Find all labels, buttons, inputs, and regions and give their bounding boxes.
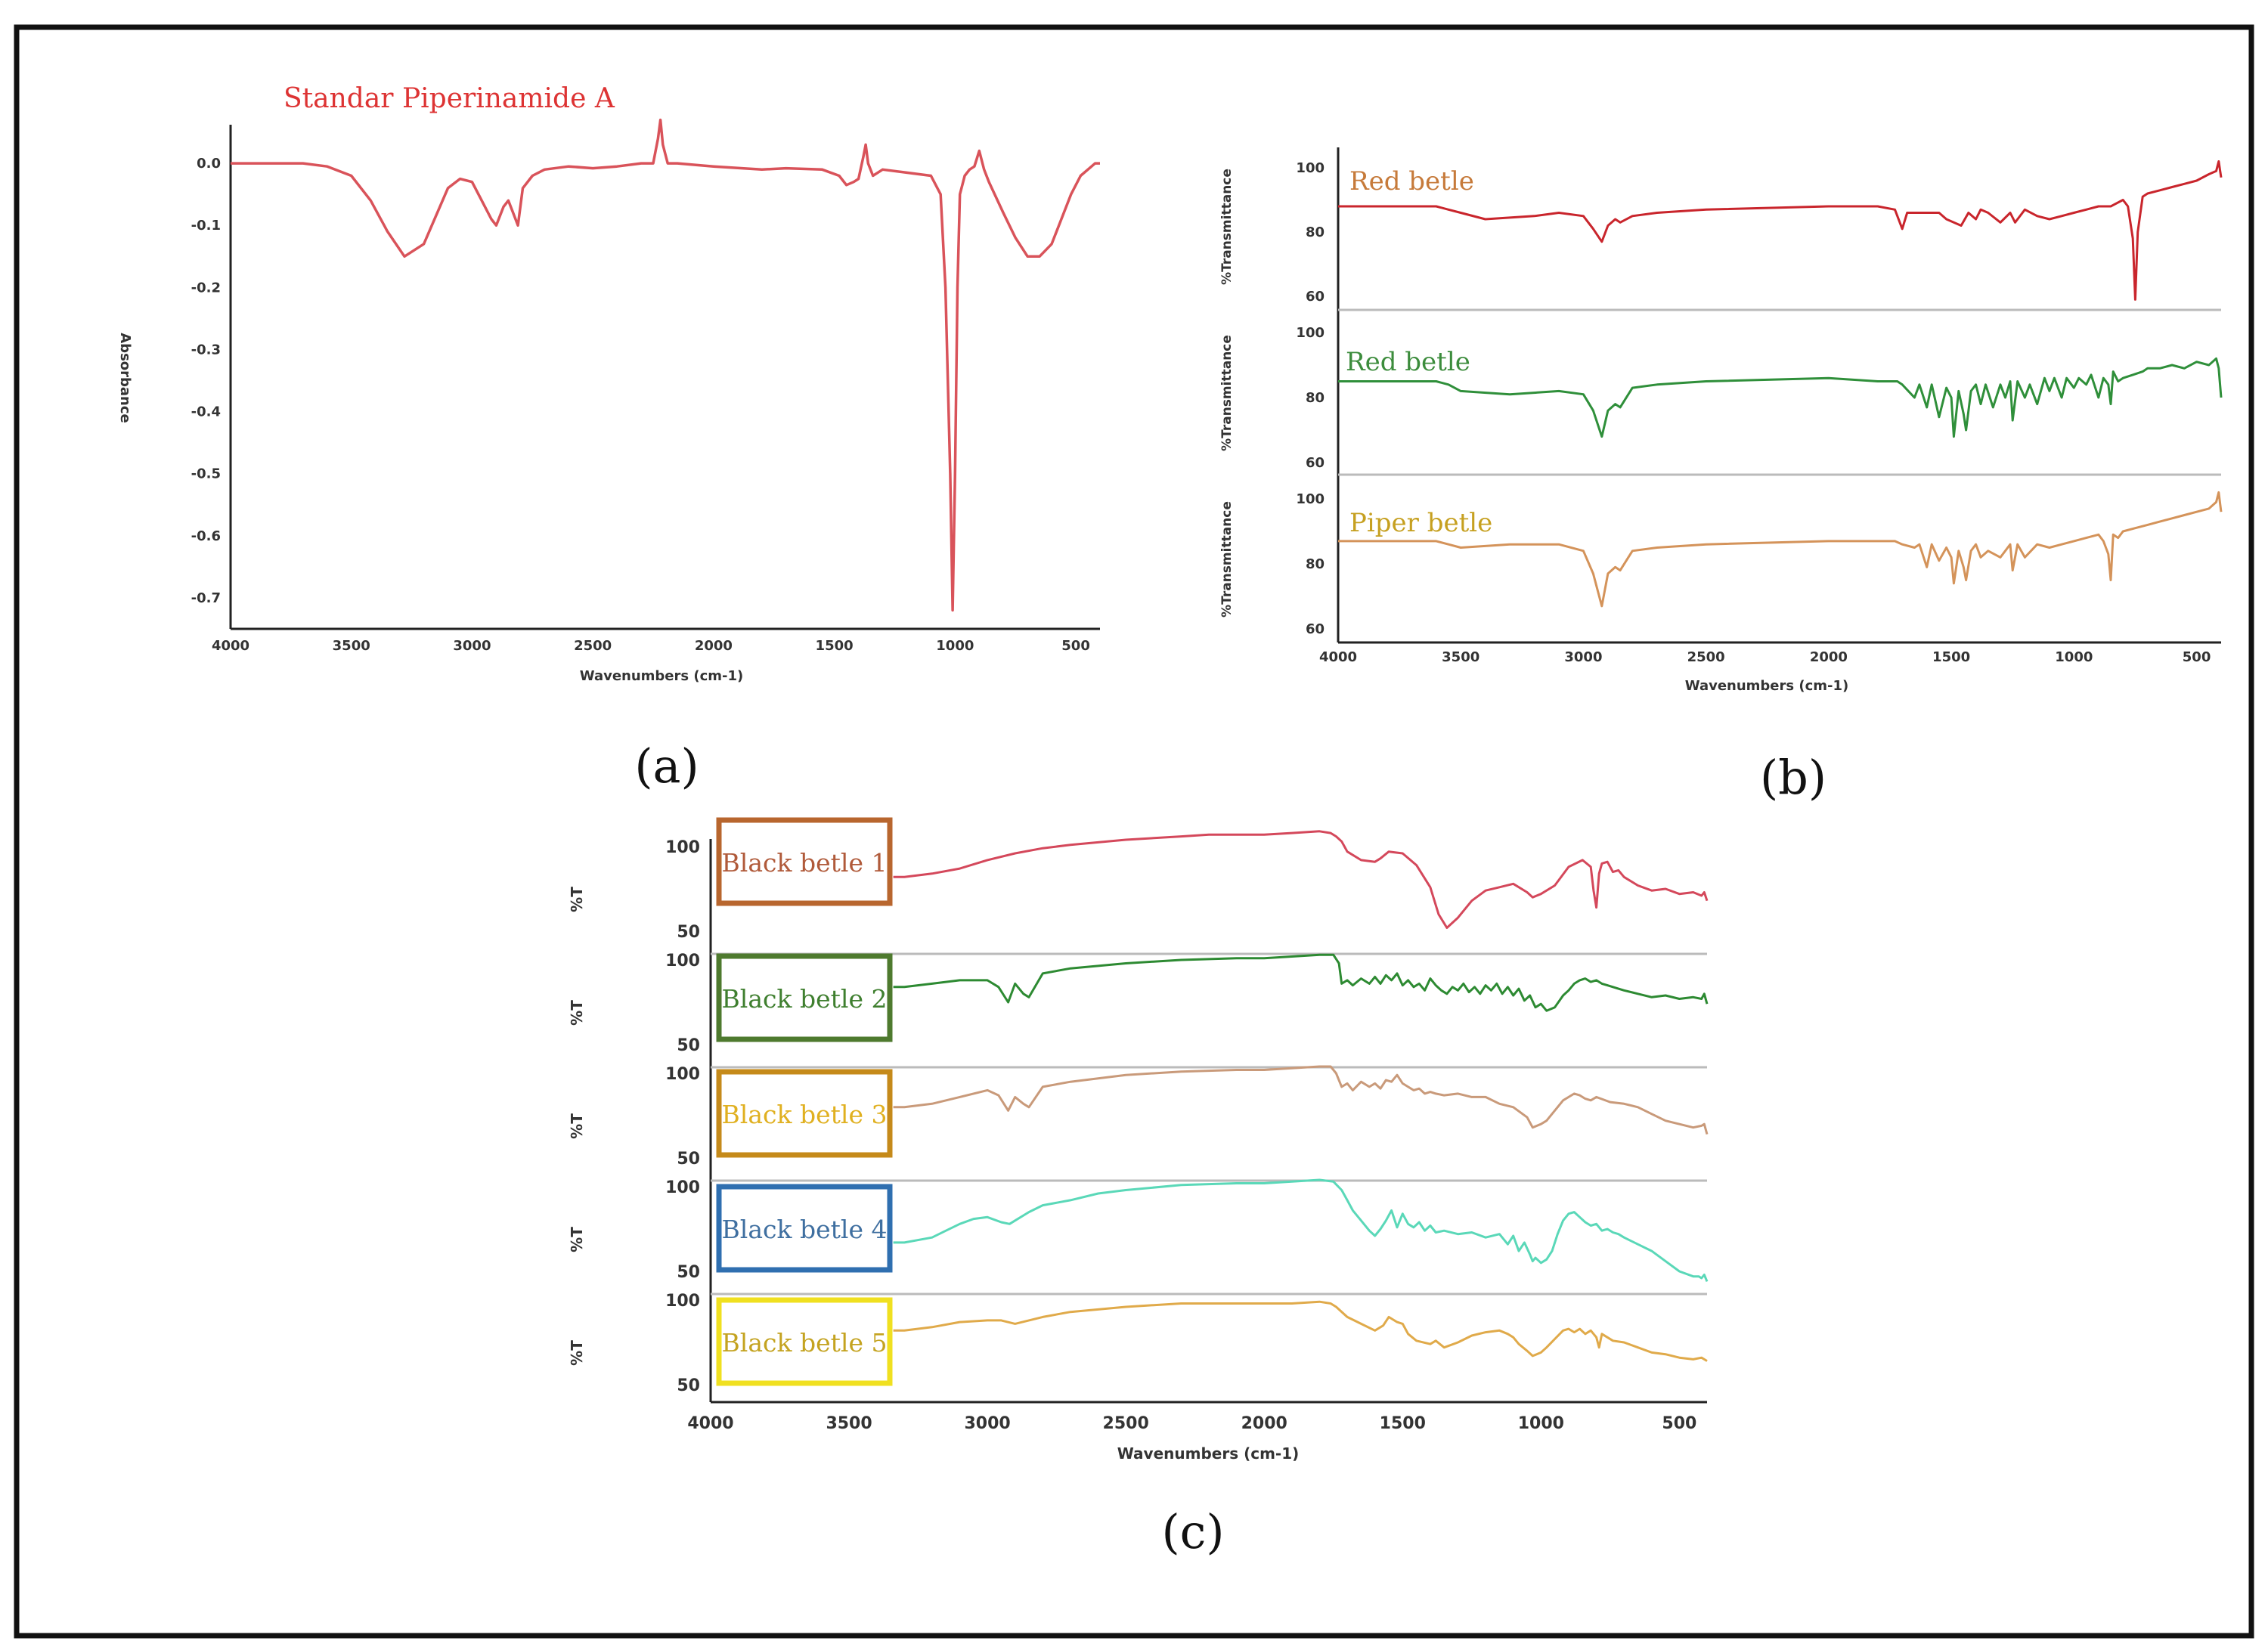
panel-c-series-label-2: Black betle 2	[722, 984, 888, 1014]
panel-c-sub4-ytick-0: 100	[665, 1178, 700, 1197]
panel-b-series-label-2: Red betle	[1346, 347, 1470, 377]
panel-c-series-line-3	[893, 1178, 1709, 1282]
panel-a-xtick-6: 1000	[936, 638, 974, 654]
panel-c-xtick-2: 3000	[964, 1414, 1010, 1433]
panel-a-ytick-3: -0.3	[191, 342, 221, 358]
panel-c-xtick-6: 1000	[1518, 1414, 1564, 1433]
panel-c-sub3-ytick-0: 100	[665, 1065, 700, 1084]
panel-b-xtick-4: 2000	[1810, 649, 1848, 665]
panel-c-sub2-ytick-1: 50	[677, 1036, 700, 1055]
panel-a-title: Standar Piperinamide A	[284, 83, 615, 114]
figure-frame	[14, 24, 2254, 1639]
panel-c-label-box-3	[716, 1069, 893, 1158]
panel-b-caption: (b)	[1760, 750, 1826, 805]
panel-a-series-line-0	[231, 118, 1100, 612]
panel-c-series-label-5: Black betle 5	[722, 1328, 888, 1358]
panel-a-xlabel: Wavenumbers (cm-1)	[580, 668, 744, 684]
panel-c-sub5-ytick-0: 100	[665, 1292, 700, 1311]
panel-c-caption: (c)	[1161, 1504, 1224, 1559]
panel-c-sub1-ytick-0: 100	[665, 838, 700, 857]
panel-a-ytick-5: -0.5	[191, 466, 221, 482]
panel-b-xtick-6: 1000	[2055, 649, 2093, 665]
panel-b-sub3-ytick-2: 60	[1306, 621, 1325, 637]
panel-c-label-box-4	[716, 1184, 893, 1273]
panel-b-series-label-3: Piper betle	[1349, 508, 1492, 538]
panel-b-ylabel-2: %Transmittance	[1219, 335, 1235, 451]
panel-b-sub2-ytick-0: 100	[1296, 325, 1325, 341]
panel-c-label-box-2	[716, 953, 893, 1042]
panel-a-ytick-0: 0.0	[197, 156, 221, 172]
panel-b-series-line-2	[1338, 491, 2223, 608]
panel-b-series-line-1	[1338, 357, 2223, 438]
panel-a-xtick-2: 3000	[453, 638, 491, 654]
panel-c-series-line-2	[893, 1065, 1709, 1135]
panel-b-xtick-3: 2500	[1687, 649, 1725, 665]
panel-a-xtick-3: 2500	[574, 638, 612, 654]
panel-c-series-label-4: Black betle 4	[722, 1215, 888, 1244]
panel-c-series-label-3: Black betle 3	[722, 1100, 888, 1129]
panel-c-label-box-1	[716, 817, 893, 906]
panel-c-ylabel-5: %T	[568, 1340, 586, 1366]
panel-c-ylabel-1: %T	[568, 887, 586, 912]
panel-b: Red betle Red betle Piper betle %Transmi…	[1219, 147, 2223, 805]
panel-a-ylabel: Absorbance	[117, 333, 133, 423]
panel-c-label-box-5	[716, 1297, 893, 1386]
panel-c-series-label-1: Black betle 1	[722, 848, 888, 878]
panel-a-ytick-1: -0.1	[191, 218, 221, 234]
panel-b-xtick-2: 3000	[1564, 649, 1602, 665]
panel-c-series-line-1	[893, 953, 1709, 1012]
panel-b-sub1-ytick-2: 60	[1306, 289, 1325, 305]
panel-c-ylabel-2: %T	[568, 1000, 586, 1026]
panel-a-xtick-5: 1500	[816, 638, 854, 654]
panel-c-xtick-5: 1500	[1380, 1414, 1426, 1433]
panel-c-sub5-ytick-1: 50	[677, 1376, 700, 1395]
panel-a-ytick-6: -0.6	[191, 528, 221, 544]
panel-b-ylabel-1: %Transmittance	[1219, 169, 1235, 285]
panel-a-xtick-0: 4000	[212, 638, 249, 654]
panel-c-xtick-3: 2500	[1103, 1414, 1149, 1433]
panel-a-caption: (a)	[634, 738, 699, 794]
panel-c-series-line-4	[893, 1300, 1708, 1362]
panel-b-sub3-ytick-1: 80	[1306, 556, 1325, 572]
panel-b-sub2-ytick-1: 80	[1306, 390, 1325, 406]
panel-a-xtick-7: 500	[1061, 638, 1090, 654]
panel-c-sub4-ytick-1: 50	[677, 1263, 700, 1282]
panel-b-ylabel-3: %Transmittance	[1219, 501, 1235, 618]
panel-b-series-label-1: Red betle	[1349, 166, 1474, 197]
panel-b-sub1-ytick-1: 80	[1306, 224, 1325, 240]
panel-c-xtick-0: 4000	[687, 1414, 733, 1433]
panel-b-xtick-0: 4000	[1319, 649, 1357, 665]
panel-a-ytick-2: -0.2	[191, 280, 221, 296]
panel-a-xtick-4: 2000	[695, 638, 733, 654]
panel-c-xtick-7: 500	[1662, 1414, 1696, 1433]
panel-b-series-line-0	[1338, 160, 2223, 301]
panel-b-xlabel: Wavenumbers (cm-1)	[1685, 678, 1849, 694]
panel-c-xlabel: Wavenumbers (cm-1)	[1117, 1444, 1300, 1463]
panel-a-ytick-7: -0.7	[191, 590, 221, 606]
panel-b-xtick-7: 500	[2183, 649, 2211, 665]
panel-c: %T %T %T %T %T Wavenumbers (cm-1) (c) 10…	[568, 817, 1709, 1559]
panel-a-ytick-4: -0.4	[191, 404, 221, 420]
panel-b-xtick-1: 3500	[1442, 649, 1479, 665]
panel-c-xtick-1: 3500	[826, 1414, 872, 1433]
panel-b-sub2-ytick-2: 60	[1306, 455, 1325, 471]
panel-c-sub2-ytick-0: 100	[665, 952, 700, 971]
panel-b-sub1-ytick-0: 100	[1296, 160, 1325, 176]
panel-c-sub3-ytick-1: 50	[677, 1150, 700, 1169]
panel-a-xtick-1: 3500	[333, 638, 370, 654]
panel-c-sub1-ytick-1: 50	[677, 923, 700, 942]
panel-b-xtick-5: 1500	[1932, 649, 1970, 665]
panel-c-xtick-4: 2000	[1241, 1414, 1287, 1433]
panel-a: Standar Piperinamide A Absorbance Wavenu…	[117, 83, 1100, 794]
panel-c-ylabel-3: %T	[568, 1113, 586, 1139]
panel-c-ylabel-4: %T	[568, 1227, 586, 1252]
panel-c-series-line-0	[893, 830, 1709, 929]
panel-b-sub3-ytick-0: 100	[1296, 491, 1325, 507]
